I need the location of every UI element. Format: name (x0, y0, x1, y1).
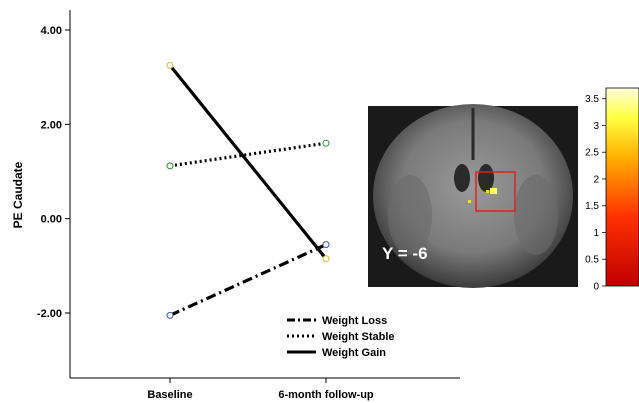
y-tick-label: 2.00 (41, 119, 62, 131)
right-temporal-region (514, 175, 558, 255)
data-point (166, 311, 174, 319)
colorbar-bar (605, 87, 639, 287)
y-tick-label: 0.00 (41, 214, 62, 226)
legend-label: Weight Stable (322, 331, 395, 343)
colorbar: 0 0.5 1 1.5 2 2.5 3 3.5 (585, 87, 639, 293)
data-point (166, 162, 174, 170)
legend-label: Weight Loss (322, 315, 387, 327)
legend: Weight Loss Weight Stable Weight Gain (287, 315, 395, 359)
left-ventricle (454, 164, 470, 192)
colorbar-tick-label: 2 (593, 174, 599, 185)
highlight-box (475, 171, 516, 212)
legend-label: Weight Gain (322, 347, 386, 359)
colorbar-tick-label: 3 (593, 121, 599, 132)
series-line (169, 243, 327, 317)
colorbar-tick-label: 3.5 (585, 94, 599, 105)
colorbar-tick-label: 1 (593, 228, 599, 239)
y-tick-label: 4.00 (41, 25, 62, 37)
colorbar-tick-label: 0 (593, 282, 599, 293)
y-axis-label: PE Caudate (11, 161, 25, 228)
data-point (322, 241, 330, 249)
series-line (169, 141, 327, 168)
y-tick-label: -2.00 (37, 308, 62, 320)
x-ticks: Baseline 6-month follow-up (147, 378, 374, 401)
data-point (322, 139, 330, 147)
colorbar-tick-label: 1.5 (585, 201, 599, 212)
data-point (322, 255, 330, 263)
right-ventricle (478, 164, 494, 192)
y-ticks: -2.00 0.00 2.00 4.00 (37, 25, 70, 320)
series-line (168, 64, 328, 260)
data-point (166, 61, 174, 69)
activation-dot (468, 200, 471, 203)
slice-coordinate-label: Y = -6 (382, 244, 428, 263)
colorbar-ticks: 0 0.5 1 1.5 2 2.5 3 3.5 (585, 94, 606, 293)
series-lines (168, 64, 328, 317)
activation-blob-small (486, 190, 489, 193)
plot-axes (69, 10, 460, 379)
x-tick-label: 6-month follow-up (278, 389, 374, 401)
colorbar-tick-label: 2.5 (585, 148, 599, 159)
brain-inset: Y = -6 (368, 104, 578, 288)
activation-blob (490, 188, 497, 194)
series-markers (166, 61, 330, 319)
left-temporal-region (388, 175, 432, 255)
colorbar-tick-label: 0.5 (585, 255, 599, 266)
x-tick-label: Baseline (147, 389, 192, 401)
